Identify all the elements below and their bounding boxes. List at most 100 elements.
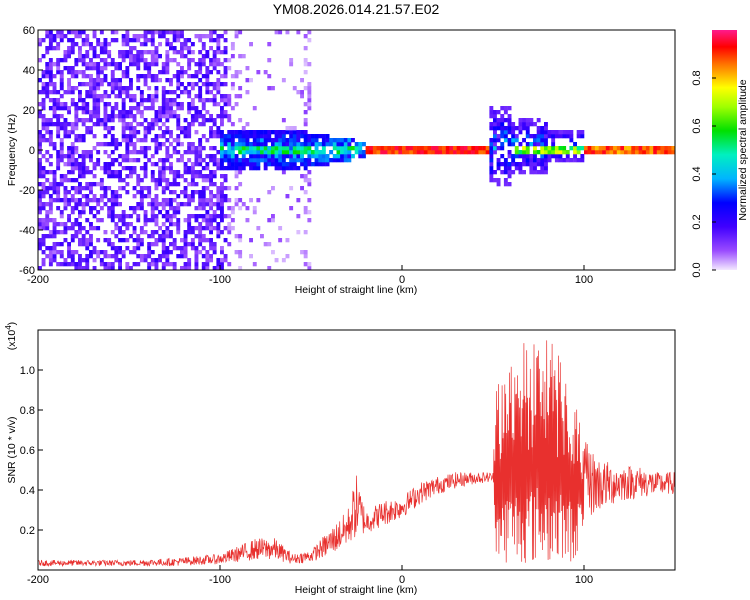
heatmap-cell <box>103 38 108 43</box>
heatmap-cell <box>544 166 548 171</box>
heatmap-cell <box>303 62 308 67</box>
heatmap-cell <box>300 134 304 139</box>
heatmap-cell <box>216 186 221 191</box>
heatmap-cell <box>154 58 159 63</box>
heatmap-cell <box>67 82 71 87</box>
heatmap-cell <box>176 126 181 131</box>
heatmap-cell <box>223 102 228 107</box>
heatmap-cell <box>245 90 250 95</box>
heatmap-cell <box>52 218 57 223</box>
heatmap-cell <box>74 166 79 171</box>
heatmap-cell <box>267 162 272 167</box>
heatmap-cell <box>158 42 162 47</box>
heatmap-cell <box>256 142 261 147</box>
heatmap-cell <box>165 250 170 255</box>
heatmap-cell <box>190 74 195 79</box>
heatmap-cell <box>132 246 137 251</box>
heatmap-cell <box>230 206 235 211</box>
heatmap-cell <box>59 198 64 203</box>
heatmap-cell <box>216 234 221 239</box>
heatmap-cell <box>48 154 53 159</box>
heatmap-cell <box>85 198 90 203</box>
heatmap-cell <box>187 202 192 207</box>
heatmap-cell <box>59 106 64 111</box>
heatmap-cell <box>114 142 119 147</box>
heatmap-cell <box>81 102 86 107</box>
heatmap-cell <box>99 46 104 51</box>
heatmap-cell <box>223 114 228 119</box>
heatmap-cell <box>48 62 53 67</box>
heatmap-cell <box>336 150 341 155</box>
heatmap-cell <box>303 70 308 75</box>
heatmap-cell <box>99 166 104 171</box>
heatmap-cell <box>507 154 512 159</box>
heatmap-cell <box>136 122 141 127</box>
heatmap-cell <box>463 146 468 151</box>
heatmap-cell <box>161 170 166 175</box>
heatmap-cell <box>205 258 210 263</box>
heatmap-cell <box>118 86 122 91</box>
heatmap-cell <box>318 154 323 159</box>
heatmap-cell <box>187 214 192 219</box>
heatmap-cell <box>325 138 330 143</box>
heatmap-cell <box>85 38 90 43</box>
heatmap-cell <box>416 150 421 155</box>
heatmap-cell <box>434 146 439 151</box>
heatmap-cell <box>187 226 192 231</box>
heatmap-cell <box>139 102 144 107</box>
heatmap-cell <box>96 94 101 99</box>
heatmap-cell <box>507 142 512 147</box>
heatmap-cell <box>129 130 133 135</box>
heatmap-cell <box>241 154 246 159</box>
heatmap-cell <box>59 30 64 35</box>
heatmap-cell <box>514 150 519 155</box>
heatmap-cell <box>110 70 115 75</box>
heatmap-cell <box>263 158 268 163</box>
heatmap-cell <box>507 114 512 119</box>
heatmap-cell <box>56 34 61 39</box>
heatmap-cell <box>489 170 494 175</box>
heatmap-cell <box>158 178 162 183</box>
heatmap-cells <box>38 30 676 271</box>
heatmap-cell <box>110 230 115 235</box>
heatmap-cell <box>321 142 326 147</box>
heatmap-cell <box>41 174 46 179</box>
heatmap-cell <box>67 154 71 159</box>
heatmap-cell <box>176 182 181 187</box>
heatmap-cell <box>118 94 122 99</box>
heatmap-cell <box>132 158 137 163</box>
heatmap-cell <box>336 146 341 151</box>
heatmap-cell <box>238 70 243 75</box>
heatmap-cell <box>129 142 133 147</box>
heatmap-cell <box>223 50 228 55</box>
heatmap-cell <box>59 94 64 99</box>
heatmap-cell <box>580 146 585 151</box>
heatmap-cell <box>180 190 184 195</box>
heatmap-cell <box>70 74 75 79</box>
heatmap-cell <box>602 146 607 151</box>
heatmap-cell <box>285 162 290 167</box>
heatmap-cell <box>493 110 497 115</box>
heatmap-cell <box>205 54 210 59</box>
heatmap-cell <box>533 170 537 175</box>
heatmap-cell <box>169 166 173 171</box>
heatmap-cell <box>544 138 548 143</box>
heatmap-cell <box>664 146 668 151</box>
heatmap-cell <box>92 134 97 139</box>
heatmap-cell <box>74 138 79 143</box>
heatmap-cell <box>194 154 199 159</box>
heatmap-cell <box>216 202 221 207</box>
heatmap-cell <box>59 58 64 63</box>
heatmap-cell <box>165 66 170 71</box>
heatmap-cell <box>180 46 184 51</box>
heatmap-cell <box>169 198 173 203</box>
heatmap-cell <box>303 134 308 139</box>
heatmap-cell <box>48 122 53 127</box>
heatmap-cell <box>63 50 68 55</box>
heatmap-cell <box>154 238 159 243</box>
heatmap-cell <box>551 150 556 155</box>
heatmap-cell <box>205 154 210 159</box>
heatmap-cell <box>92 194 97 199</box>
heatmap-cell <box>67 262 71 267</box>
heatmap-cell <box>81 162 86 167</box>
